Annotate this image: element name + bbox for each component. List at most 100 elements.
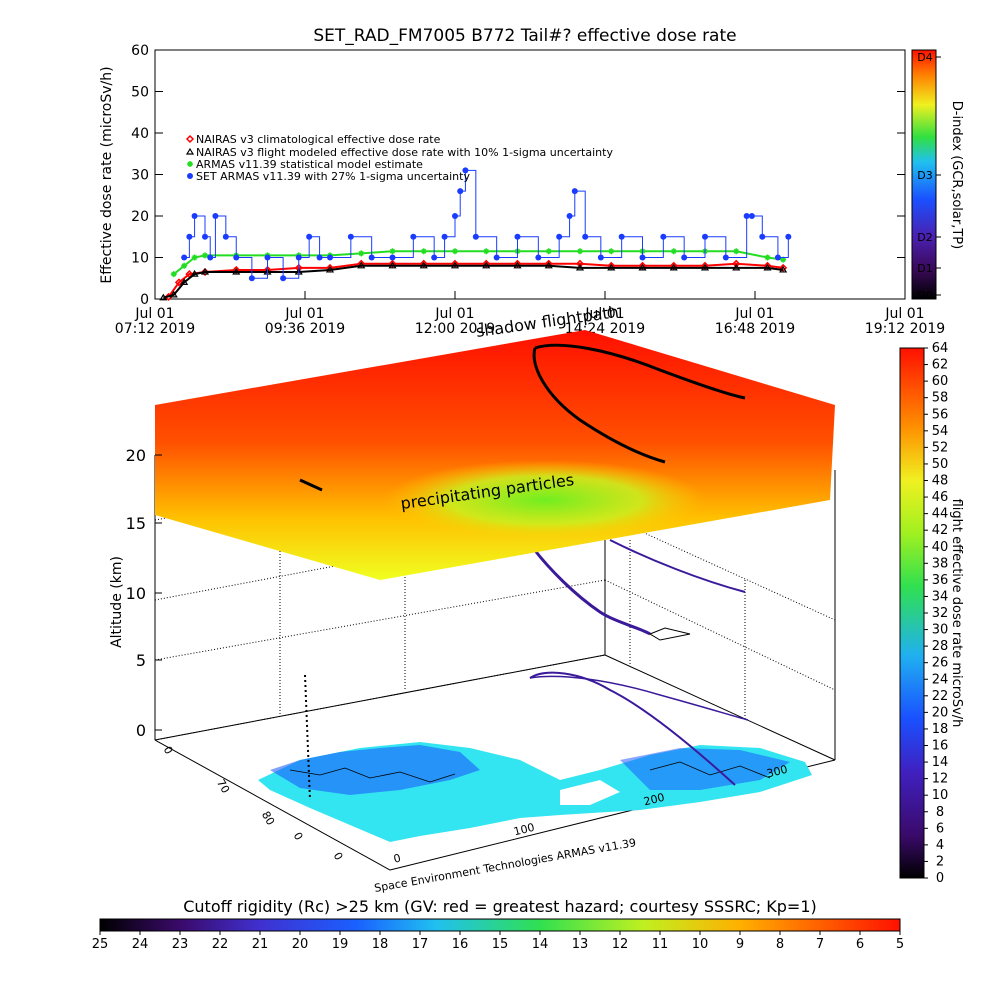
top-y-axis-label: Effective dose rate (microSv/h) (99, 66, 115, 283)
map-borders (289, 767, 456, 783)
shadow-flightpath-top (534, 343, 746, 400)
rc-tick-label: 8 (776, 937, 784, 952)
flightpath-at-altitude (531, 547, 651, 636)
legend-item-set-armas: SET ARMAS v11.39 with 27% 1-sigma uncert… (196, 170, 470, 183)
z-tick-label: 20 (126, 446, 146, 465)
dindex-tick-label: D3 (917, 169, 932, 182)
data-point (700, 263, 710, 271)
dose-tick-label: 22 (932, 689, 949, 704)
data-point (248, 275, 255, 282)
rc-tick-label: 16 (452, 937, 469, 952)
data-point (556, 233, 563, 240)
data-point (441, 233, 448, 240)
data-point (722, 254, 729, 261)
lat-tick-label: 0 (291, 830, 306, 843)
grid-line (154, 579, 606, 661)
data-point (450, 261, 460, 269)
rc-tick-label: 5 (896, 937, 904, 952)
dindex-ticks: D0 D1 D2 D3 D4 (917, 51, 941, 302)
data-point (325, 265, 335, 273)
data-point (669, 263, 678, 271)
dose-colorbar-ticks: 0246810121416182022242628303234363840424… (924, 341, 948, 886)
data-point (431, 254, 438, 261)
data-point (575, 263, 585, 271)
dose-tick-label: 32 (932, 606, 949, 621)
rc-colorbar-ticks: 25 24 23 22 21 20 19 18 17 16 15 14 13 12 11 10 9 8 7 6 5 (92, 931, 904, 952)
series-3 (181, 167, 792, 282)
credit-text: Space Environment Technologies ARMAS v11… (373, 836, 637, 895)
series-line (184, 169, 789, 279)
data-point (191, 213, 198, 219)
rc-colorbar-title: Cutoff rigidity (Rc) >25 km (GV: red = g… (183, 897, 817, 916)
z-tick-label: 15 (126, 514, 146, 533)
dose-tick-label: 2 (936, 854, 944, 869)
legend-item-nairas-clim: NAIRAS v3 climatological effective dose … (196, 133, 441, 146)
ground-flightpath (529, 671, 736, 786)
data-point (607, 263, 616, 271)
map-borders (649, 761, 771, 779)
dindex-tick-label: D4 (917, 51, 932, 64)
data-point (660, 233, 667, 240)
top-y-tick-label: 60 (131, 43, 149, 59)
data-point (190, 269, 199, 277)
data-point (181, 262, 188, 269)
data-point (202, 252, 208, 259)
data-point (566, 213, 573, 219)
data-point (295, 254, 302, 261)
data-point (774, 254, 781, 261)
dose-tick-label: 44 (932, 507, 949, 522)
rc-tick-label: 6 (856, 937, 864, 952)
data-point (514, 233, 521, 240)
top-y-tick-label: 0 (140, 292, 149, 308)
top-x-tick-time: 09:36 2019 (265, 321, 345, 337)
data-point (191, 254, 198, 261)
top-y-tick-label: 30 (131, 168, 149, 184)
dose-tick-label: 8 (936, 805, 944, 820)
legend-marker-circle (187, 173, 193, 179)
rc-tick-label: 24 (132, 937, 149, 952)
data-point (202, 233, 208, 240)
data-point (597, 254, 604, 261)
data-point (582, 233, 589, 240)
legend: NAIRAS v3 climatological effective dose … (185, 133, 613, 183)
data-point (639, 254, 646, 261)
data-point (306, 233, 313, 240)
data-point (535, 254, 542, 261)
data-point (316, 254, 323, 261)
rc-colorbar (99, 918, 901, 932)
lon-tick-label: 200 (642, 791, 666, 809)
data-point (327, 254, 333, 261)
dose-tick-label: 20 (932, 705, 949, 720)
rc-tick-label: 10 (692, 937, 709, 952)
slab-low-dose-region (385, 460, 705, 540)
z-tick-label: 10 (126, 584, 146, 603)
rc-tick-label: 9 (736, 937, 744, 952)
data-point (357, 261, 366, 269)
rc-tick-label: 25 (92, 937, 109, 952)
dose-tick-label: 58 (932, 391, 949, 406)
shadow-flightpath-top-2 (532, 347, 666, 464)
data-point (419, 261, 428, 269)
flightpath-at-altitude-2 (609, 539, 746, 593)
series-1 (159, 261, 788, 301)
dindex-label: D-index (GCR,solar,TP) (949, 101, 964, 249)
dose-tick-label: 42 (932, 523, 949, 538)
legend-item-armas-stat: ARMAS v11.39 statistical model estimate (196, 158, 423, 171)
top-x-tick-time: 19:12 2019 (865, 321, 945, 337)
legend-markers (185, 134, 195, 179)
grid-line (604, 579, 836, 691)
data-point (420, 248, 427, 255)
dose-tick-label: 18 (932, 722, 949, 737)
top-x-tick-date: Jul 01 (734, 306, 774, 322)
dose-tick-label: 50 (932, 457, 949, 472)
top-y-tick-label: 40 (131, 126, 149, 142)
data-point (638, 263, 647, 271)
legend-marker-diamond (185, 134, 195, 144)
data-point (681, 254, 688, 261)
dose-tick-label: 30 (932, 623, 949, 638)
data-point (200, 267, 210, 275)
map-surface (258, 742, 812, 842)
dose-tick-label: 48 (932, 474, 949, 489)
data-point (702, 233, 708, 240)
